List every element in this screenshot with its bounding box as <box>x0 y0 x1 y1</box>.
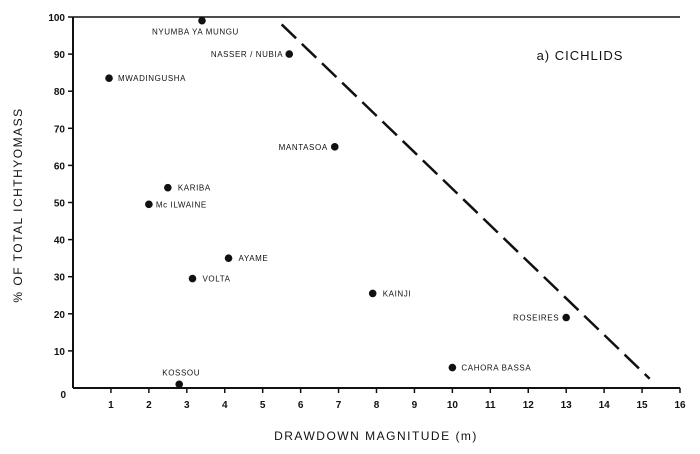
data-point-label: KARIBA <box>178 184 211 193</box>
y-tick-label: 10 <box>54 347 66 358</box>
x-tick-label: 1 <box>108 400 114 411</box>
data-point-label: MWADINGUSHA <box>118 74 186 83</box>
data-point-label: Mc ILWAINE <box>156 200 207 209</box>
x-tick-label: 8 <box>374 400 380 411</box>
y-tick-label: 90 <box>54 50 66 61</box>
y-tick-label: 60 <box>54 161 66 172</box>
y-tick-label: 70 <box>54 124 66 135</box>
data-point <box>368 289 377 298</box>
x-tick-label: 15 <box>637 400 649 411</box>
data-point-label: VOLTA <box>203 275 231 284</box>
data-point-label: NASSER / NUBIA <box>211 50 283 59</box>
x-tick-label: 2 <box>146 400 152 411</box>
data-point <box>188 274 197 283</box>
x-tick-label: 5 <box>260 400 266 411</box>
x-tick-label: 14 <box>599 400 611 411</box>
data-point-label: AYAME <box>239 254 269 263</box>
y-tick-label: 0 <box>60 390 66 401</box>
x-tick-label: 13 <box>561 400 573 411</box>
data-point <box>330 143 339 151</box>
chart-title: a) CICHLIDS <box>537 48 624 63</box>
x-tick-label: 12 <box>523 400 535 411</box>
x-tick-label: 4 <box>222 400 228 411</box>
y-axis-label: % OF TOTAL ICHTHYOMASS <box>11 107 25 302</box>
data-point-label: MANTASOA <box>279 143 328 152</box>
y-tick-label: 30 <box>54 273 66 284</box>
x-tick-label: 3 <box>184 400 190 411</box>
x-tick-label: 6 <box>298 400 304 411</box>
x-tick-label: 9 <box>412 400 418 411</box>
data-point-label: KOSSOU <box>162 368 200 377</box>
data-point-label: KAINJI <box>383 289 412 298</box>
data-point <box>145 200 153 209</box>
x-tick-label: 10 <box>447 400 459 411</box>
y-tick-label: 20 <box>54 310 66 321</box>
data-point <box>448 363 457 372</box>
x-tick-label: 7 <box>336 400 342 411</box>
y-tick-label: 50 <box>54 199 66 210</box>
data-point-label: NYUMBA YA MUNGU <box>152 28 239 37</box>
data-point-label: ROSEIRES <box>513 314 559 323</box>
data-point <box>105 74 113 83</box>
data-point <box>562 313 570 322</box>
y-tick-label: 80 <box>54 87 66 98</box>
data-point <box>224 254 233 262</box>
x-tick-label: 11 <box>485 400 496 411</box>
boundary-dashed-line <box>280 23 651 380</box>
y-tick-label: 40 <box>54 236 66 247</box>
data-point <box>175 380 184 389</box>
x-tick-label: 16 <box>674 400 686 411</box>
y-tick-label: 100 <box>48 13 65 24</box>
data-point-label: CAHORA BASSA <box>461 364 531 373</box>
x-axis-label: DRAWDOWN MAGNITUDE (m) <box>274 429 478 443</box>
data-point <box>285 50 294 58</box>
data-point <box>164 183 172 192</box>
data-point <box>198 16 206 25</box>
